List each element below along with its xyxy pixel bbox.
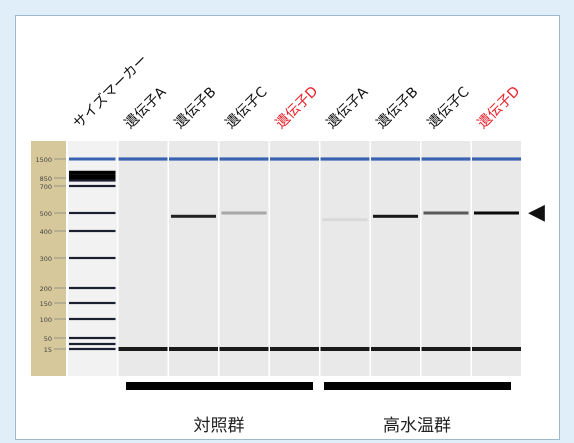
sample-band <box>221 211 267 215</box>
lower-marker-band <box>320 347 370 351</box>
ladder-tick-label: 500 <box>40 210 52 218</box>
marker-band <box>69 286 116 290</box>
gel-lane <box>320 141 370 376</box>
upper-marker-band <box>320 157 370 161</box>
lower-marker-band <box>118 347 168 351</box>
sample-band <box>423 211 469 215</box>
lower-marker-band <box>472 347 521 351</box>
ladder-tick-label: 300 <box>40 255 52 263</box>
lower-marker-band <box>421 347 471 351</box>
marker-band <box>69 347 116 351</box>
marker-band <box>69 342 116 346</box>
high-temp-group-bar <box>324 382 511 390</box>
upper-marker-band <box>169 157 218 161</box>
marker-band <box>69 157 116 161</box>
marker-band <box>69 317 116 321</box>
marker-band <box>69 301 116 305</box>
upper-marker-band <box>371 157 420 161</box>
ladder-tick-label: 15 <box>44 346 52 354</box>
lane-background <box>270 141 319 376</box>
marker-band <box>69 174 116 178</box>
marker-band <box>69 211 116 215</box>
sample-band <box>474 211 519 215</box>
marker-band <box>69 184 116 188</box>
gel-lane <box>219 141 269 376</box>
marker-band <box>69 336 116 340</box>
upper-marker-band <box>118 157 168 161</box>
lane-background <box>472 141 521 376</box>
lane-background <box>320 141 370 376</box>
gel-lane <box>371 141 420 376</box>
gel-lane <box>421 141 471 376</box>
marker-band <box>69 176 116 180</box>
lane-background <box>371 141 420 376</box>
gel-lane <box>118 141 168 376</box>
ladder-tick-label: 400 <box>40 228 52 236</box>
lower-marker-band <box>219 347 269 351</box>
gel-lane <box>472 141 521 376</box>
ladder-tick-label: 700 <box>40 183 52 191</box>
lane-background <box>219 141 269 376</box>
ladder-strip <box>31 141 66 376</box>
marker-band <box>69 170 116 175</box>
ladder-tick-label: 1500 <box>35 156 52 164</box>
ladder-tick-label: 150 <box>40 300 52 308</box>
ladder-tick-label: 200 <box>40 285 52 293</box>
sample-band <box>171 214 216 218</box>
group-label-high-temp: 高水温群 <box>383 416 451 436</box>
lane-background <box>421 141 471 376</box>
group-label-control: 対照群 <box>193 416 245 436</box>
ladder-tick-label: 100 <box>40 316 52 324</box>
marker-band <box>69 179 116 182</box>
lower-marker-band <box>371 347 420 351</box>
gel-lane <box>68 141 117 376</box>
upper-marker-band <box>270 157 319 161</box>
upper-marker-band <box>219 157 269 161</box>
arrow-left-icon: ◀ <box>528 200 545 225</box>
ladder-tick-label: 50 <box>44 335 52 343</box>
gel-lane <box>270 141 319 376</box>
upper-marker-band <box>472 157 521 161</box>
lower-marker-band <box>270 347 319 351</box>
gel-lane <box>169 141 218 376</box>
sample-band <box>373 214 418 218</box>
lane-background <box>118 141 168 376</box>
marker-band <box>69 256 116 260</box>
marker-band <box>69 229 116 233</box>
sample-band <box>322 218 368 222</box>
gel-figure: 1500 850 700 500 400 300 200 150 100 50 15 サイズマーカー… <box>15 15 560 440</box>
lane-background <box>169 141 218 376</box>
lower-marker-band <box>169 347 218 351</box>
ladder-tick-label: 850 <box>40 175 52 183</box>
gel-lanes <box>68 141 521 376</box>
upper-marker-band <box>421 157 471 161</box>
control-group-bar <box>126 382 313 390</box>
